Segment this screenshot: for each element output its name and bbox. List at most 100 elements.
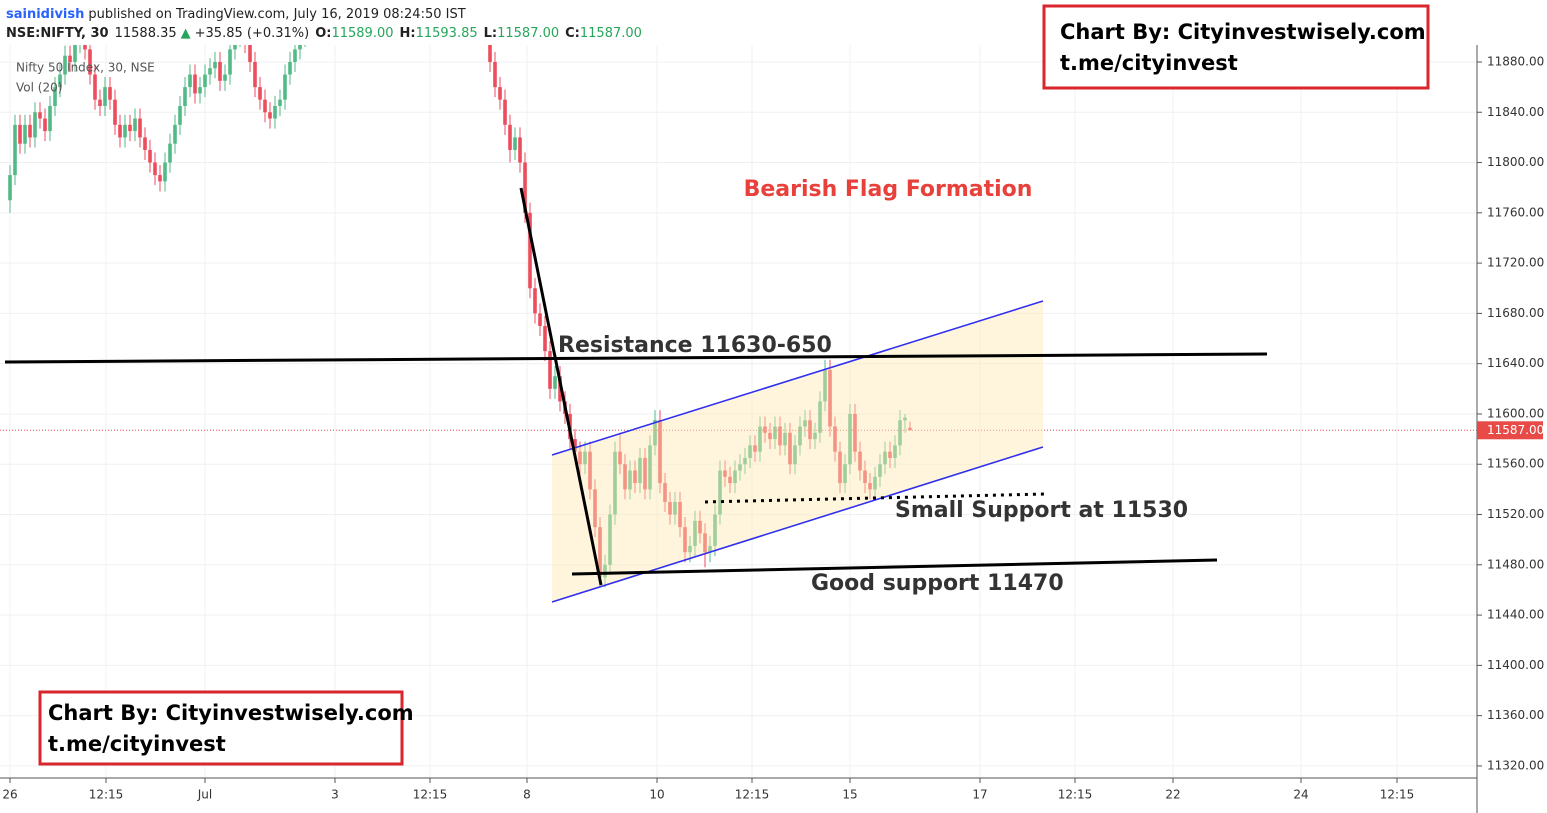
candle-body: [753, 445, 757, 452]
candle-body: [158, 175, 162, 182]
y-tick-label: 11840.00: [1487, 105, 1544, 119]
y-tick-label: 11320.00: [1487, 758, 1544, 772]
candle-body: [13, 124, 17, 176]
x-tick-label: 22: [1165, 788, 1180, 802]
annotation: Bearish Flag Formation: [744, 177, 1033, 202]
candle-body: [123, 124, 127, 138]
candle-body: [788, 432, 792, 465]
candle-body: [673, 501, 677, 515]
candle-body: [183, 87, 187, 106]
candle-body: [868, 483, 872, 490]
candle-body: [33, 112, 37, 138]
candle-body: [843, 464, 847, 484]
candle-body: [723, 470, 727, 477]
candle-body: [583, 451, 587, 465]
last-price-tag: [1477, 421, 1543, 440]
candle-body: [793, 445, 797, 465]
candle-body: [288, 61, 292, 75]
candle-body: [523, 162, 527, 213]
candle-body: [223, 74, 227, 81]
candle-body: [623, 464, 627, 490]
x-tick-label: 15: [842, 788, 857, 802]
candle-body: [863, 470, 867, 484]
candle-body: [528, 212, 532, 289]
y-tick-label: 11640.00: [1487, 356, 1544, 370]
candle-body: [153, 162, 157, 176]
author: sainidivish: [6, 7, 84, 22]
flagpole-line: [519, 187, 603, 586]
candle-body: [253, 61, 257, 88]
candle-body: [758, 426, 762, 452]
candle-body: [218, 61, 222, 81]
candle-body: [8, 175, 12, 201]
ohlc-value: 11589.00: [331, 26, 393, 41]
candle-body: [23, 124, 27, 144]
candle-body: [633, 470, 637, 484]
candle-body: [688, 545, 692, 553]
candle-body: [553, 376, 557, 389]
candle-body: [718, 470, 722, 515]
annotation: Good support 11470: [811, 571, 1064, 596]
x-tick-label: 26: [2, 788, 17, 802]
candle-body: [168, 143, 172, 163]
header-bg: [0, 0, 1040, 44]
candle-body: [203, 74, 207, 88]
candle-body: [658, 420, 662, 484]
x-tick-label: 24: [1293, 788, 1308, 802]
candle-body: [578, 451, 582, 465]
candle-body: [873, 476, 877, 490]
candle-body: [728, 476, 732, 484]
candle-body: [783, 432, 787, 446]
x-tick-label: 12:15: [735, 788, 770, 802]
candle-body: [103, 87, 107, 106]
channel-bottom: [551, 446, 1044, 603]
candle-body: [573, 439, 577, 452]
candle-body: [53, 87, 57, 106]
candle-body: [908, 427, 912, 431]
x-tick-label: Jul: [197, 788, 212, 802]
candle-body: [733, 470, 737, 484]
channel-top: [551, 300, 1044, 456]
candle-body: [68, 55, 72, 62]
candle-body: [38, 112, 42, 119]
candle-body: [538, 313, 542, 326]
y-tick-label: 11560.00: [1487, 457, 1544, 471]
candle-body: [498, 87, 502, 100]
candle-body: [233, 45, 237, 50]
candle-body: [893, 445, 897, 458]
watermark: t.me/cityinvest: [48, 732, 226, 756]
candle-body: [518, 137, 522, 163]
arrow: ▲: [181, 26, 191, 41]
candle-body: [818, 401, 822, 433]
flag-fill: [552, 301, 1043, 602]
x-tick-label: 12:15: [89, 788, 124, 802]
candle-body: [603, 564, 607, 578]
candle-body: [128, 124, 132, 132]
candle-body: [648, 445, 652, 490]
watermark: t.me/cityinvest: [1060, 51, 1238, 75]
candle-body: [898, 420, 902, 446]
candle-body: [18, 124, 22, 144]
y-tick-label: 11800.00: [1487, 155, 1544, 169]
candle-body: [503, 99, 507, 125]
candle-body: [903, 417, 907, 421]
candle-body: [283, 74, 287, 100]
candle-body: [713, 514, 717, 546]
candle-body: [188, 74, 192, 88]
grid: [0, 45, 1477, 778]
candle-body: [213, 61, 217, 69]
candle-body: [28, 124, 32, 138]
candle-body: [883, 451, 887, 465]
y-tick-label: 11680.00: [1487, 306, 1544, 320]
candle-body: [48, 105, 52, 132]
x-tick-label: 10: [649, 788, 664, 802]
candle-body: [878, 464, 882, 477]
small-support-line: [704, 492, 1046, 504]
candle-body: [533, 288, 537, 314]
watermark-box: [38, 690, 404, 766]
candle-body: [43, 118, 47, 132]
x-tick-label: 17: [972, 788, 987, 802]
candle-body: [298, 45, 302, 50]
candle-body: [858, 451, 862, 471]
